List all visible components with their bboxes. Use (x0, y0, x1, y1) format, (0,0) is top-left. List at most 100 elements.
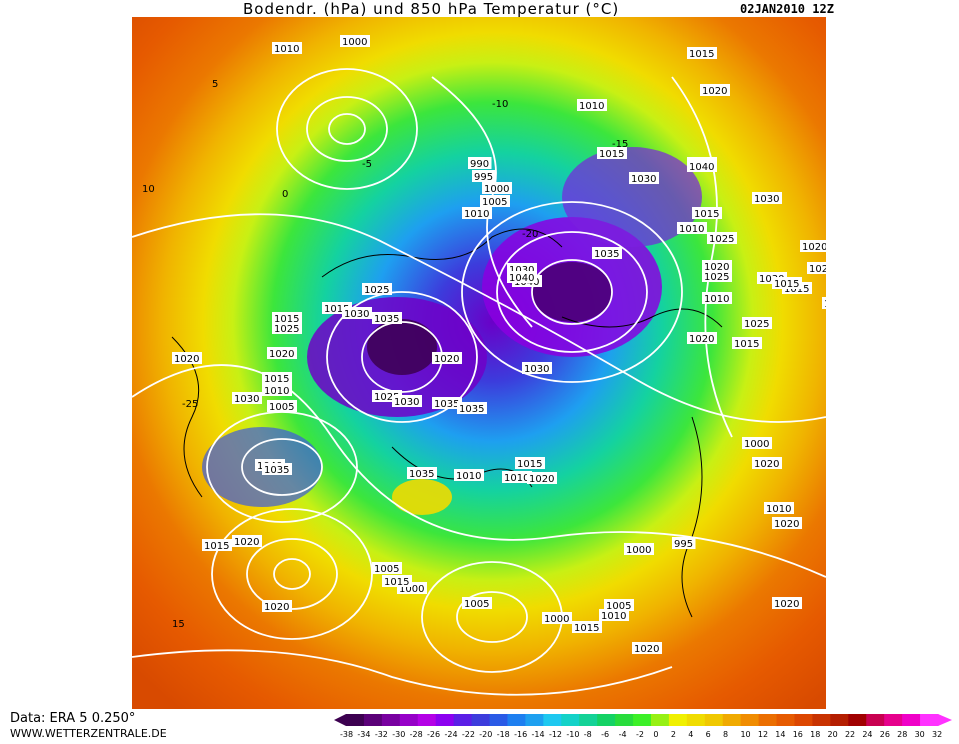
isobar-label: 1005 (604, 599, 634, 612)
colorbar-swatch (435, 714, 455, 726)
isobar-label: 1020 (822, 297, 826, 310)
isobar-label-text: 1040 (689, 162, 714, 173)
isobar-label-box (702, 270, 732, 282)
isobar-label-text: 1015 (774, 279, 799, 290)
isobar-label: 1000 (482, 182, 512, 195)
colorbar-swatch (453, 714, 473, 726)
isobar-label-box (392, 395, 422, 407)
colorbar-swatch (884, 714, 903, 726)
isobar-label-box (752, 192, 782, 204)
isobar-label-text: 1005 (482, 197, 507, 208)
isobar-label-box (342, 307, 372, 319)
colorbar-tick-label: 10 (740, 730, 750, 739)
isobar-label-text: 1015 (324, 304, 349, 315)
isobar-label: 1005 (372, 562, 402, 575)
isobar-label-box (202, 539, 232, 551)
isobar-label-box (462, 597, 492, 609)
isobar-label-text: 990 (470, 159, 489, 170)
colorbar-tick-label: -4 (619, 730, 627, 739)
isobar-label-text: 1025 (704, 272, 729, 283)
isobar-label: 1035 (432, 397, 462, 410)
isobar-label-box (677, 222, 707, 234)
isobar-label: 1025 (702, 270, 732, 283)
isobar-label: 1025 (362, 283, 392, 296)
colorbar-swatch (740, 714, 760, 726)
colorbar-tick-label: 4 (688, 730, 693, 739)
isobar-label-box (522, 362, 552, 374)
colorbar-swatch (525, 714, 544, 726)
isobar-label: 1020 (432, 352, 462, 365)
isobar-label-text: 1015 (274, 314, 299, 325)
colorbar-tick-label: -6 (601, 730, 609, 739)
isobar-label-box (267, 400, 297, 412)
isobar-label-box (340, 35, 370, 47)
colorbar-swatch (579, 714, 598, 726)
colorbar-tick-label: -8 (584, 730, 592, 739)
isobar-label-text: 1010 (601, 611, 626, 622)
isobar-label-text: 1005 (606, 601, 631, 612)
isobar-label-box (372, 312, 402, 324)
colorbar-swatch (507, 714, 526, 726)
isotherm-label: -25 (182, 399, 198, 410)
isobar-label-text: 1000 (744, 439, 769, 450)
isotherm-label: -15 (612, 139, 628, 150)
colorbar-swatch (866, 714, 885, 726)
isobar-label-text: 1020 (529, 474, 554, 485)
isobar-label: 1015 (202, 539, 232, 552)
isobar-label-box (597, 147, 627, 159)
isobar-label: 1020 (172, 352, 202, 365)
isobar-label: 1010 (462, 207, 492, 220)
colorbar-tick-label: 26 (880, 730, 890, 739)
colorbar-tick-label: -24 (444, 730, 457, 739)
isobar-label: 1010 (577, 99, 607, 112)
isobar-label-text: 1015 (204, 541, 229, 552)
colorbar-swatch (848, 714, 867, 726)
isobar-label-box (687, 332, 717, 344)
isobar-label: 1020 (632, 642, 662, 655)
isobar-label-box (800, 240, 826, 252)
isobar-label-box (687, 160, 717, 172)
isobar-label: 1015 (382, 575, 412, 588)
isobar-label-text: 1030 (524, 364, 549, 375)
isobar-label: 1015 (732, 337, 762, 350)
isobar-label-text: 1010 (264, 386, 289, 397)
isobar-label: 1025 (742, 317, 772, 330)
isobar-label-box (742, 317, 772, 329)
isobar-label-box (267, 347, 297, 359)
isobar-label-box (672, 537, 696, 549)
colorbar-tick-label: -20 (479, 730, 492, 739)
isobar-label: 1020 (702, 260, 732, 273)
isobar-label-box (457, 402, 487, 414)
isobar-label-text: 1040 (509, 273, 534, 284)
isobar-label-box (262, 372, 292, 384)
isobar-label-text: 1020 (264, 602, 289, 613)
isobar-label: 995 (472, 170, 496, 183)
isobar-label-text: 1015 (784, 284, 809, 295)
isobar-label: 1015 (515, 457, 545, 470)
isobar-label-box (592, 247, 622, 259)
isobar-label-box (527, 472, 557, 484)
isobar-label: 1015 (572, 621, 602, 634)
isobar-label: 1010 (764, 502, 794, 515)
colorbar-swatch (722, 714, 742, 726)
isobar-label: 1015 (262, 372, 292, 385)
isotherm-label: -20 (522, 229, 538, 240)
colorbar-swatch (758, 714, 778, 726)
isobar-label-box (752, 457, 782, 469)
colorbar-tick-label: -14 (532, 730, 545, 739)
isobar-label: 1015 (687, 47, 717, 60)
colorbar-swatch (650, 714, 670, 726)
colorbar-tick-label: -32 (375, 730, 388, 739)
isobar-label-box (172, 352, 202, 364)
isobar-label-text: 1010 (464, 209, 489, 220)
isobar-label-text: 995 (674, 539, 693, 550)
isobar-label-text: 1010 (704, 294, 729, 305)
isobar-label: 1020 (752, 457, 782, 470)
isobar-label-box (687, 47, 717, 59)
isobar-label-text: 1000 (399, 584, 424, 595)
isobar-label-text: 1020 (689, 334, 714, 345)
isobar-label: 1040 (687, 160, 717, 173)
isobar-label-box (480, 195, 510, 207)
isobar-label-box (432, 397, 462, 409)
isotherm-label: 15 (172, 619, 185, 630)
